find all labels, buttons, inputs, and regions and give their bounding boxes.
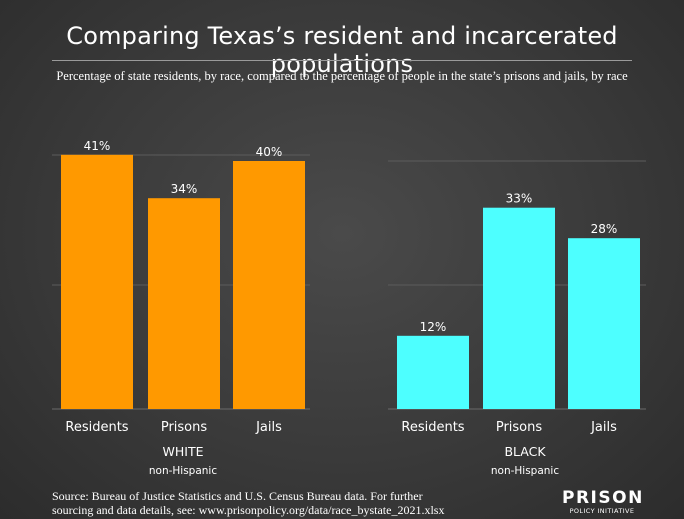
category-label-black-residents: Residents bbox=[401, 420, 464, 435]
category-label-black-prisons: Prisons bbox=[496, 420, 543, 435]
category-label-white-residents: Residents bbox=[65, 420, 128, 435]
data-label-black-residents: 12% bbox=[420, 320, 447, 334]
data-label-white-prisons: 34% bbox=[171, 182, 198, 196]
bar-white-jails bbox=[233, 161, 305, 409]
data-label-white-jails: 40% bbox=[256, 145, 283, 159]
bar-black-prisons bbox=[483, 207, 555, 409]
source-line-2: sourcing and data details, see: www.pris… bbox=[52, 503, 445, 517]
source-note: Source: Bureau of Justice Statistics and… bbox=[52, 489, 444, 517]
category-label-black-jails: Jails bbox=[590, 420, 617, 435]
group-sublabel-black: non-Hispanic bbox=[491, 465, 559, 477]
bar-white-residents bbox=[61, 154, 133, 409]
data-label-black-prisons: 33% bbox=[506, 192, 533, 206]
category-label-white-prisons: Prisons bbox=[161, 420, 208, 435]
title-divider bbox=[52, 60, 632, 61]
source-line-1: Source: Bureau of Justice Statistics and… bbox=[52, 489, 423, 503]
bar-black-residents bbox=[397, 335, 469, 409]
group-label-black: BLACK bbox=[504, 444, 546, 459]
chart-subtitle: Percentage of state residents, by race, … bbox=[56, 69, 628, 83]
chart-title: Comparing Texas’s resident and incarcera… bbox=[66, 22, 618, 78]
bar-white-prisons bbox=[148, 198, 220, 409]
data-label-white-residents: 41% bbox=[84, 139, 111, 153]
bar-black-jails bbox=[568, 238, 640, 409]
prison-policy-initiative-logo: PRISON POLICY INITIATIVE bbox=[562, 489, 642, 516]
category-label-white-jails: Jails bbox=[255, 420, 282, 435]
data-label-black-jails: 28% bbox=[591, 222, 618, 236]
group-sublabel-white: non-Hispanic bbox=[149, 465, 217, 477]
group-label-white: WHITE bbox=[163, 444, 204, 459]
logo-main-text: PRISON bbox=[562, 488, 644, 508]
logo-sub-text: POLICY INITIATIVE bbox=[569, 507, 635, 515]
